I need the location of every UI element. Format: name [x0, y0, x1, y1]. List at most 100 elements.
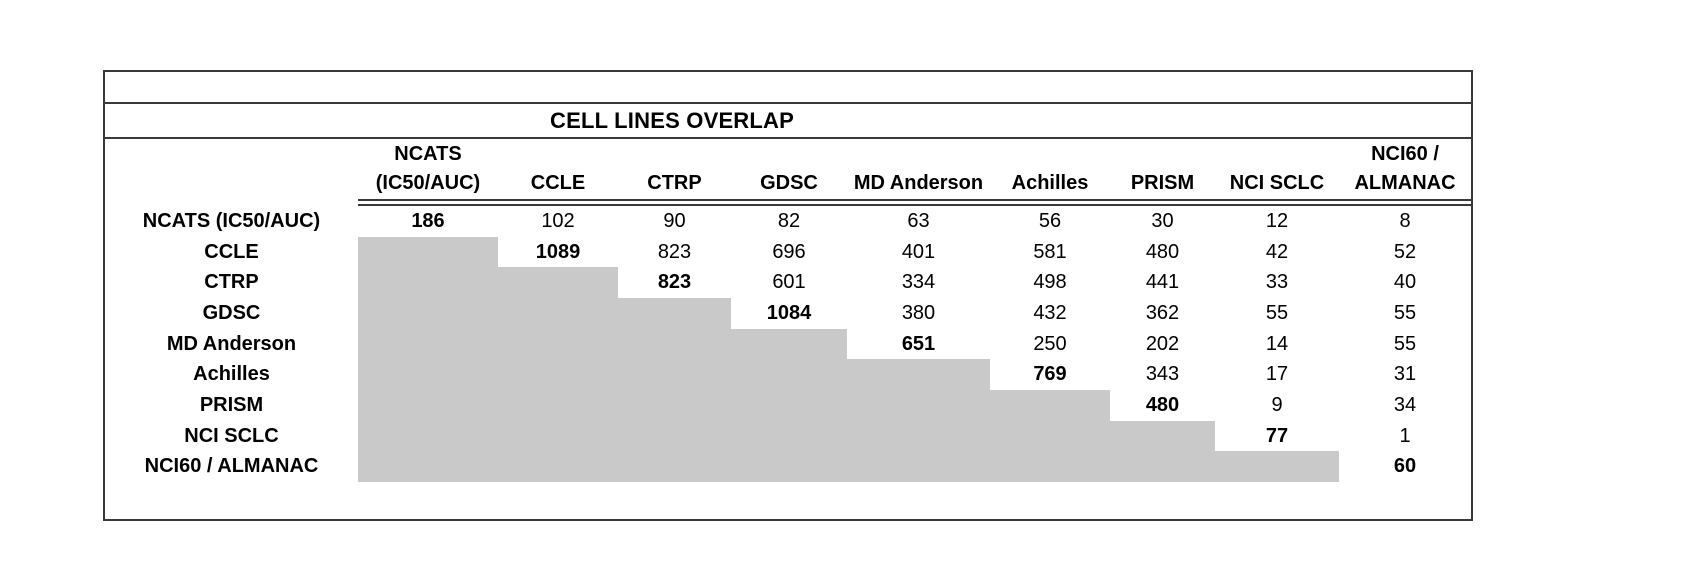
- masked-cell: [731, 420, 847, 452]
- matrix-cell: 581: [1033, 240, 1067, 263]
- row-header: CTRP: [204, 271, 259, 294]
- corner-cell: [105, 139, 358, 206]
- matrix-cell: 42: [1265, 240, 1289, 263]
- matrix-cell: 63: [907, 209, 930, 232]
- matrix-cell: 55: [1265, 301, 1289, 324]
- matrix-cell: 334: [901, 271, 936, 294]
- masked-cell: [618, 451, 731, 483]
- matrix-cell: 250: [1033, 332, 1067, 355]
- matrix-cell: 380: [901, 301, 936, 324]
- matrix-cell: 202: [1145, 332, 1180, 355]
- row-header: NCI SCLC: [184, 424, 279, 447]
- col-header-nci60-almanac: NCI60 / ALMANAC: [1339, 139, 1471, 206]
- matrix-cell: 30: [1151, 209, 1174, 232]
- row-header: NCATS (IC50/AUC): [142, 209, 321, 232]
- masked-cell: [498, 420, 618, 452]
- table-row-gdsc: GDSC 1084 380 432 362 55 55: [105, 298, 1471, 329]
- masked-cell: [1110, 451, 1215, 483]
- matrix-cell: 9: [1271, 393, 1283, 416]
- matrix-cell: 55: [1393, 332, 1417, 355]
- diagonal-cell: 480: [1145, 393, 1180, 416]
- column-header-row: NCATS (IC50/AUC) CCLE CTRP GDSC MD Ander…: [105, 139, 1471, 206]
- table-title: CELL LINES OVERLAP: [550, 107, 794, 133]
- masked-cell: [358, 236, 498, 268]
- matrix-cell: 823: [657, 240, 692, 263]
- masked-cell: [498, 451, 618, 483]
- col-header-achilles: Achilles: [990, 139, 1110, 206]
- masked-cell: [1215, 451, 1339, 483]
- masked-cell: [990, 390, 1110, 421]
- matrix-cell: 1: [1399, 424, 1411, 447]
- matrix-cell: 55: [1393, 301, 1417, 324]
- masked-cell: [498, 298, 618, 329]
- diagonal-cell: 60: [1393, 455, 1417, 478]
- matrix-cell: 52: [1393, 240, 1417, 263]
- table-row-ctrp: CTRP 823 601 334 498 441 33 40: [105, 267, 1471, 299]
- matrix-cell: 8: [1399, 209, 1411, 232]
- masked-cell: [358, 298, 498, 329]
- matrix-cell: 33: [1265, 271, 1289, 294]
- row-header: CCLE: [204, 240, 259, 263]
- table-row-ncats: NCATS (IC50/AUC) 186 102 90 82 63 56 30 …: [105, 206, 1471, 237]
- col-header-prism: PRISM: [1110, 139, 1215, 206]
- masked-cell: [498, 328, 618, 360]
- diagonal-cell: 77: [1265, 424, 1289, 447]
- col-header-nci-sclc: NCI SCLC: [1215, 139, 1339, 206]
- matrix-cell: 31: [1393, 363, 1417, 386]
- masked-cell: [618, 298, 731, 329]
- table-row-nci60-almanac: NCI60 / ALMANAC 60: [105, 451, 1471, 483]
- matrix-cell: 480: [1145, 240, 1180, 263]
- bottom-spacer: [105, 482, 1471, 519]
- masked-cell: [847, 451, 990, 483]
- masked-cell: [1110, 420, 1215, 452]
- matrix-cell: 82: [777, 209, 801, 232]
- matrix-cell: 362: [1145, 301, 1180, 324]
- masked-cell: [990, 451, 1110, 483]
- masked-cell: [498, 390, 618, 421]
- diagonal-cell: 1089: [535, 240, 581, 263]
- matrix-cell: 40: [1393, 271, 1417, 294]
- masked-cell: [498, 267, 618, 299]
- row-header: NCI60 / ALMANAC: [144, 455, 319, 478]
- masked-cell: [847, 390, 990, 421]
- col-header-ncats: NCATS (IC50/AUC): [358, 139, 498, 206]
- top-spacer-row: [105, 72, 1471, 104]
- masked-cell: [618, 390, 731, 421]
- masked-cell: [847, 420, 990, 452]
- masked-cell: [358, 451, 498, 483]
- matrix-cell: 343: [1145, 363, 1180, 386]
- matrix-cell: 14: [1265, 332, 1289, 355]
- table-title-row: CELL LINES OVERLAP: [105, 104, 1471, 139]
- masked-cell: [358, 390, 498, 421]
- matrix-body: NCATS (IC50/AUC) 186 102 90 82 63 56 30 …: [105, 206, 1471, 483]
- diagonal-cell: 651: [901, 332, 936, 355]
- diagonal-cell: 186: [411, 209, 445, 232]
- matrix-cell: 432: [1033, 301, 1067, 324]
- masked-cell: [731, 359, 847, 391]
- matrix-cell: 90: [663, 209, 686, 232]
- matrix-cell: 498: [1033, 271, 1067, 294]
- masked-cell: [618, 359, 731, 391]
- cell-lines-overlap-table: CELL LINES OVERLAP NCATS (IC50/AUC) CCLE…: [103, 70, 1473, 521]
- diagonal-cell: 1084: [766, 301, 812, 324]
- row-header: GDSC: [202, 301, 261, 324]
- matrix-cell: 102: [541, 209, 575, 232]
- masked-cell: [498, 359, 618, 391]
- table-row-achilles: Achilles 769 343 17 31: [105, 359, 1471, 391]
- matrix-cell: 441: [1145, 271, 1180, 294]
- matrix-cell: 696: [772, 240, 806, 263]
- row-header: PRISM: [199, 393, 264, 416]
- row-header: Achilles: [193, 363, 270, 386]
- matrix-cell: 601: [772, 271, 806, 294]
- masked-cell: [618, 420, 731, 452]
- col-header-md-anderson: MD Anderson: [847, 139, 990, 206]
- matrix-cell: 34: [1393, 393, 1417, 416]
- col-header-gdsc: GDSC: [731, 139, 847, 206]
- table-row-md-anderson: MD Anderson 651 250 202 14 55: [105, 328, 1471, 360]
- masked-cell: [731, 328, 847, 360]
- masked-cell: [358, 267, 498, 299]
- masked-cell: [731, 451, 847, 483]
- masked-cell: [358, 359, 498, 391]
- masked-cell: [731, 390, 847, 421]
